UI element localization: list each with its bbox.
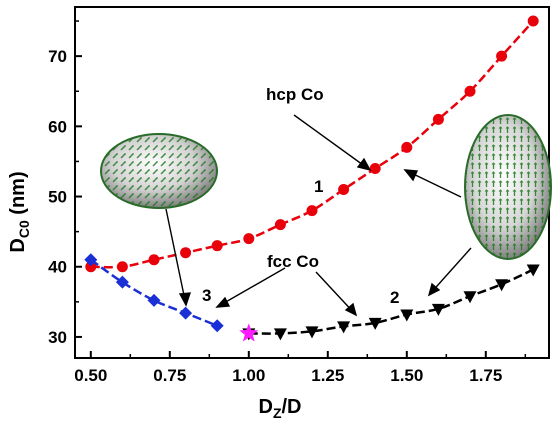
data-point [463,291,477,304]
data-point [273,328,287,341]
arrow-fcc-to-curve3 [216,267,286,308]
oblate-particle-image [100,133,218,209]
data-point [368,317,382,330]
data-point [306,205,318,217]
data-point [401,141,413,153]
y-tick-label: 60 [48,117,67,136]
curve-3-label: 3 [202,286,211,305]
data-point [148,254,160,266]
arrow-head [403,169,419,182]
data-point [305,326,319,339]
arrow-head [178,292,192,307]
series-line-3 [90,258,218,327]
arrow-head [344,302,358,317]
data-point [210,319,224,333]
curve-1-label: 1 [314,177,323,196]
data-point [496,50,508,62]
curve-2-label: 2 [390,288,399,307]
data-point [338,184,350,196]
data-point [432,113,444,125]
y-tick-label: 70 [48,47,67,66]
y-tick-label: 40 [48,258,67,277]
x-tick-label: 1.00 [232,366,265,385]
data-point [179,306,193,320]
data-point [116,261,128,273]
arrow-head [215,296,231,308]
axis-ticks [75,20,527,358]
arrow-head [427,282,441,297]
data-point [495,279,509,292]
annotation-arrows [165,114,472,317]
data-point [274,219,286,231]
data-point [400,309,414,322]
x-tick-label: 1.75 [469,366,502,385]
data-point [464,85,476,97]
arrow-oblate-to-curve3 [165,208,187,306]
data-point [147,293,161,307]
data-point [337,321,351,334]
hcp-label: hcp Co [266,85,324,104]
y-axis-label: DC0 (nm) [7,171,32,252]
prolate-particle-image [464,114,552,260]
data-point [180,247,192,259]
data-point [243,233,255,245]
series-layer [84,15,540,342]
x-tick-label: 0.50 [74,366,107,385]
axis-tick-labels: 0.50 0.75 1.00 1.25 1.50 1.75 30 40 50 60 70 [48,47,502,385]
data-point [526,264,540,277]
x-tick-label: 1.50 [390,366,423,385]
x-axis-label: DZ/D [258,396,301,421]
x-tick-label: 0.75 [153,366,186,385]
y-tick-label: 30 [48,328,67,347]
data-point [115,275,129,289]
transition-star-point [239,323,259,342]
data-point [85,261,97,273]
arrow-hcp-to-curve1 [293,114,371,171]
data-point [211,240,223,252]
data-point [369,162,381,174]
series-line-2 [248,268,534,335]
y-tick-label: 50 [48,188,67,207]
data-point [527,15,539,27]
x-tick-label: 1.25 [311,366,344,385]
data-point [84,253,98,267]
series-line-1 [90,20,535,269]
data-point [431,303,445,316]
fcc-label: fcc Co [267,252,319,271]
arrow-head [356,157,372,172]
